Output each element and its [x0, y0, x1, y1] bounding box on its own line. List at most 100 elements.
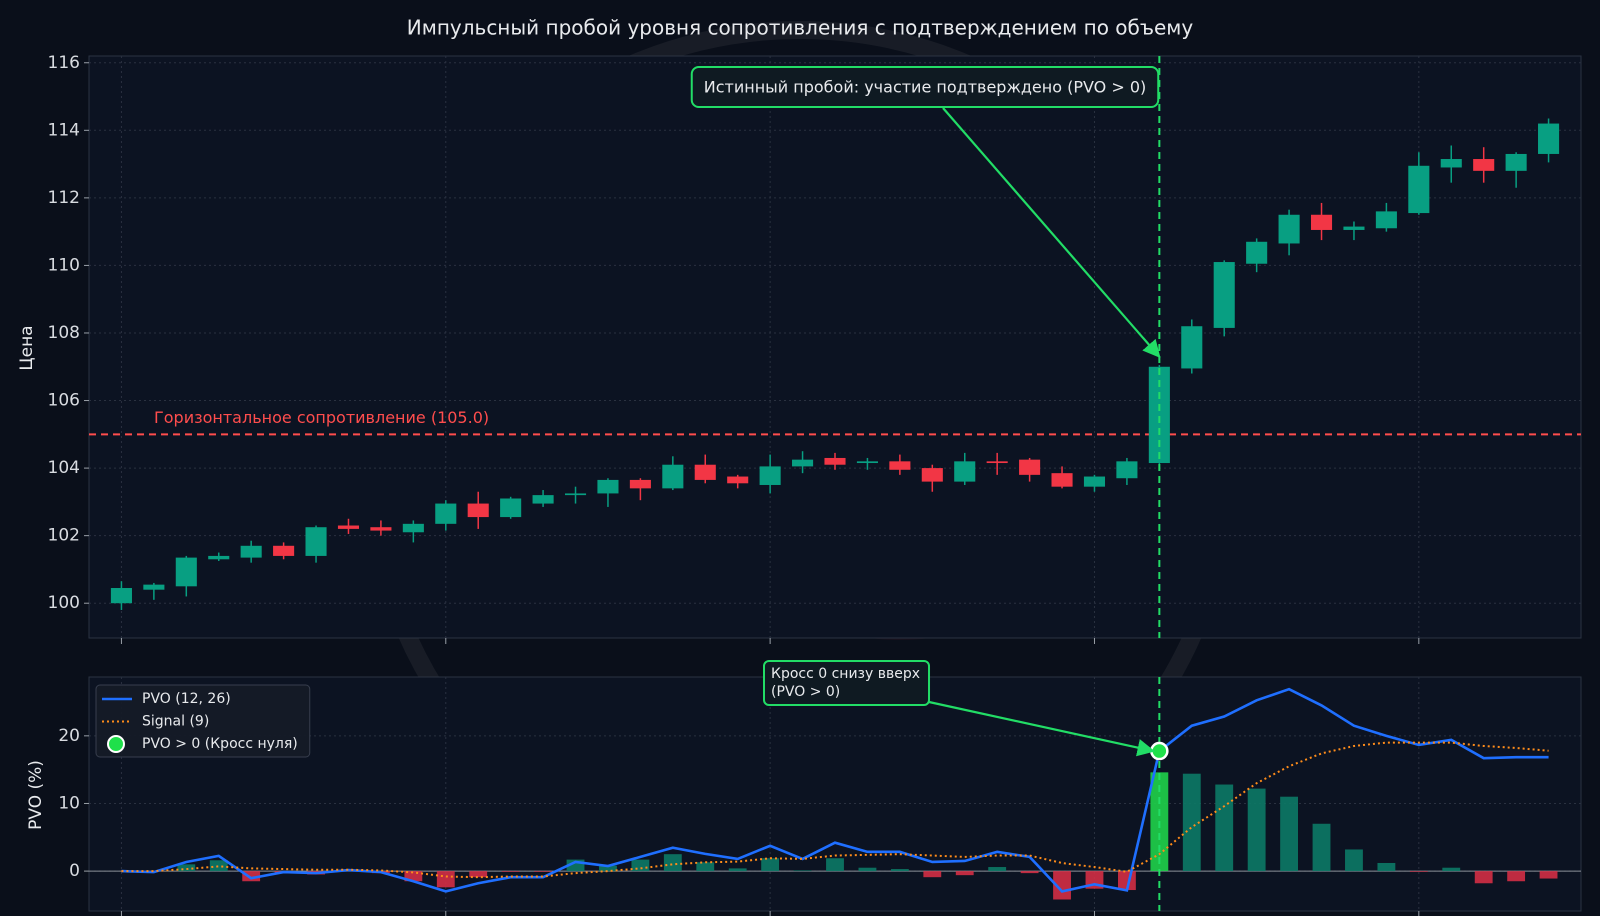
histogram-bar [177, 864, 196, 872]
candle-body [921, 468, 943, 482]
signal-line [121, 741, 1549, 879]
candle-body [1440, 159, 1462, 168]
legend-label: PVO > 0 (Кросс нуля) [142, 736, 298, 752]
candle-body [1538, 123, 1560, 154]
candle-body [467, 503, 489, 518]
histogram-bar [1539, 871, 1558, 879]
histogram-bar [793, 870, 812, 872]
candle-body [110, 588, 132, 604]
cross-marker [1150, 741, 1169, 761]
candle-body [662, 464, 684, 489]
candle-body [500, 498, 522, 518]
histogram-bar [1507, 871, 1526, 882]
y-tick-label: 106 [48, 391, 80, 411]
annotation-text: Кросс 0 снизу вверх [771, 666, 920, 682]
candle-body [1051, 473, 1073, 487]
legend-label: PVO (12, 26) [142, 691, 231, 707]
plot-area [88, 55, 1582, 639]
candle-body [597, 479, 619, 494]
y-axis-label: Цена [17, 325, 37, 370]
candle-body [240, 545, 262, 558]
candle-body [1310, 214, 1333, 230]
histogram-bar [1280, 796, 1299, 872]
annotation-text: (PVO > 0) [771, 684, 840, 700]
pvo-panel: 0 10 20 Кросс 0 снизу вверх (PVO > 0) PVO (12… [58, 660, 1582, 916]
y-tick-label: 102 [48, 526, 80, 546]
y-tick-label: 20 [58, 726, 80, 746]
histogram-bar [728, 868, 747, 872]
candle-body [1375, 211, 1397, 229]
histogram-bar [696, 862, 715, 872]
candle-body [1408, 165, 1430, 214]
candle-body [694, 464, 716, 480]
candle-body [792, 459, 814, 467]
histogram-bar [923, 871, 942, 878]
candle-body [1181, 326, 1203, 369]
y-tick-label: 100 [48, 593, 80, 613]
candle-body [208, 555, 230, 560]
candle-body [1473, 159, 1495, 171]
annotation-box [763, 660, 931, 706]
candle-body [532, 495, 554, 504]
histogram-bar [1053, 871, 1071, 900]
histogram-bar [988, 867, 1007, 872]
histogram-bar [1312, 823, 1331, 872]
candle-body [986, 461, 1008, 464]
candle-body [435, 503, 457, 524]
histogram-bar [890, 869, 909, 872]
candle-body [1505, 153, 1527, 171]
candle-body [889, 461, 911, 470]
annotation-arrow [942, 107, 1161, 358]
histogram-bar [1182, 773, 1201, 872]
histogram-bar [1409, 871, 1428, 872]
candle-body [1116, 461, 1138, 479]
histogram-bar [1345, 849, 1363, 872]
histogram-bar [599, 865, 617, 872]
candle-body [175, 557, 197, 587]
histogram-bar [404, 871, 423, 882]
candle-body [856, 461, 878, 464]
y-tick-label: 116 [48, 53, 80, 73]
candle-body [564, 493, 587, 496]
histogram-bar [1215, 784, 1234, 872]
y-tick-label: 114 [48, 120, 80, 140]
plot-area [88, 676, 1582, 912]
annotation-box [690, 66, 1160, 108]
legend-box [95, 684, 311, 758]
candle-body [1213, 262, 1235, 328]
candle-body [337, 525, 360, 529]
candle-body [759, 466, 781, 485]
histogram-bar [826, 858, 844, 872]
pvo-line [121, 687, 1549, 893]
histogram-bar [955, 871, 974, 876]
candle-body [370, 527, 392, 531]
legend-swatch [107, 735, 125, 753]
histogram-bar [663, 854, 682, 872]
histogram-bar [242, 871, 261, 882]
histogram-bar [1377, 862, 1396, 872]
histogram-bar [566, 859, 585, 872]
histogram-bar [534, 871, 553, 872]
y-tick-label: 110 [48, 255, 80, 275]
candle-body [402, 523, 424, 533]
candle-body [1019, 459, 1041, 475]
y-tick-label: 10 [58, 793, 80, 813]
histogram-bar [1247, 788, 1266, 872]
histogram-bar [858, 867, 877, 872]
legend-label: Signal (9) [142, 714, 209, 730]
histogram-bar [1020, 871, 1039, 874]
chart-title: Импульсный пробой уровня сопротивления с… [407, 16, 1194, 40]
annotation-text: Истинный пробой: участие подтверждено (P… [704, 78, 1147, 97]
y-tick-label: 108 [48, 323, 80, 343]
y-tick-label: 0 [69, 861, 80, 881]
resistance-label: Горизонтальное сопротивление (105.0) [154, 408, 489, 427]
histogram-bar [469, 871, 488, 878]
candle-body [143, 584, 165, 590]
candle-body [1278, 214, 1300, 244]
candle-body [1148, 366, 1170, 464]
price-panel: 100 102 104 106 108 110 112 114 116 Горизонтально… [48, 53, 1582, 644]
histogram-bar [1442, 867, 1461, 872]
candle-body [1083, 476, 1106, 487]
candle-body [305, 527, 327, 556]
